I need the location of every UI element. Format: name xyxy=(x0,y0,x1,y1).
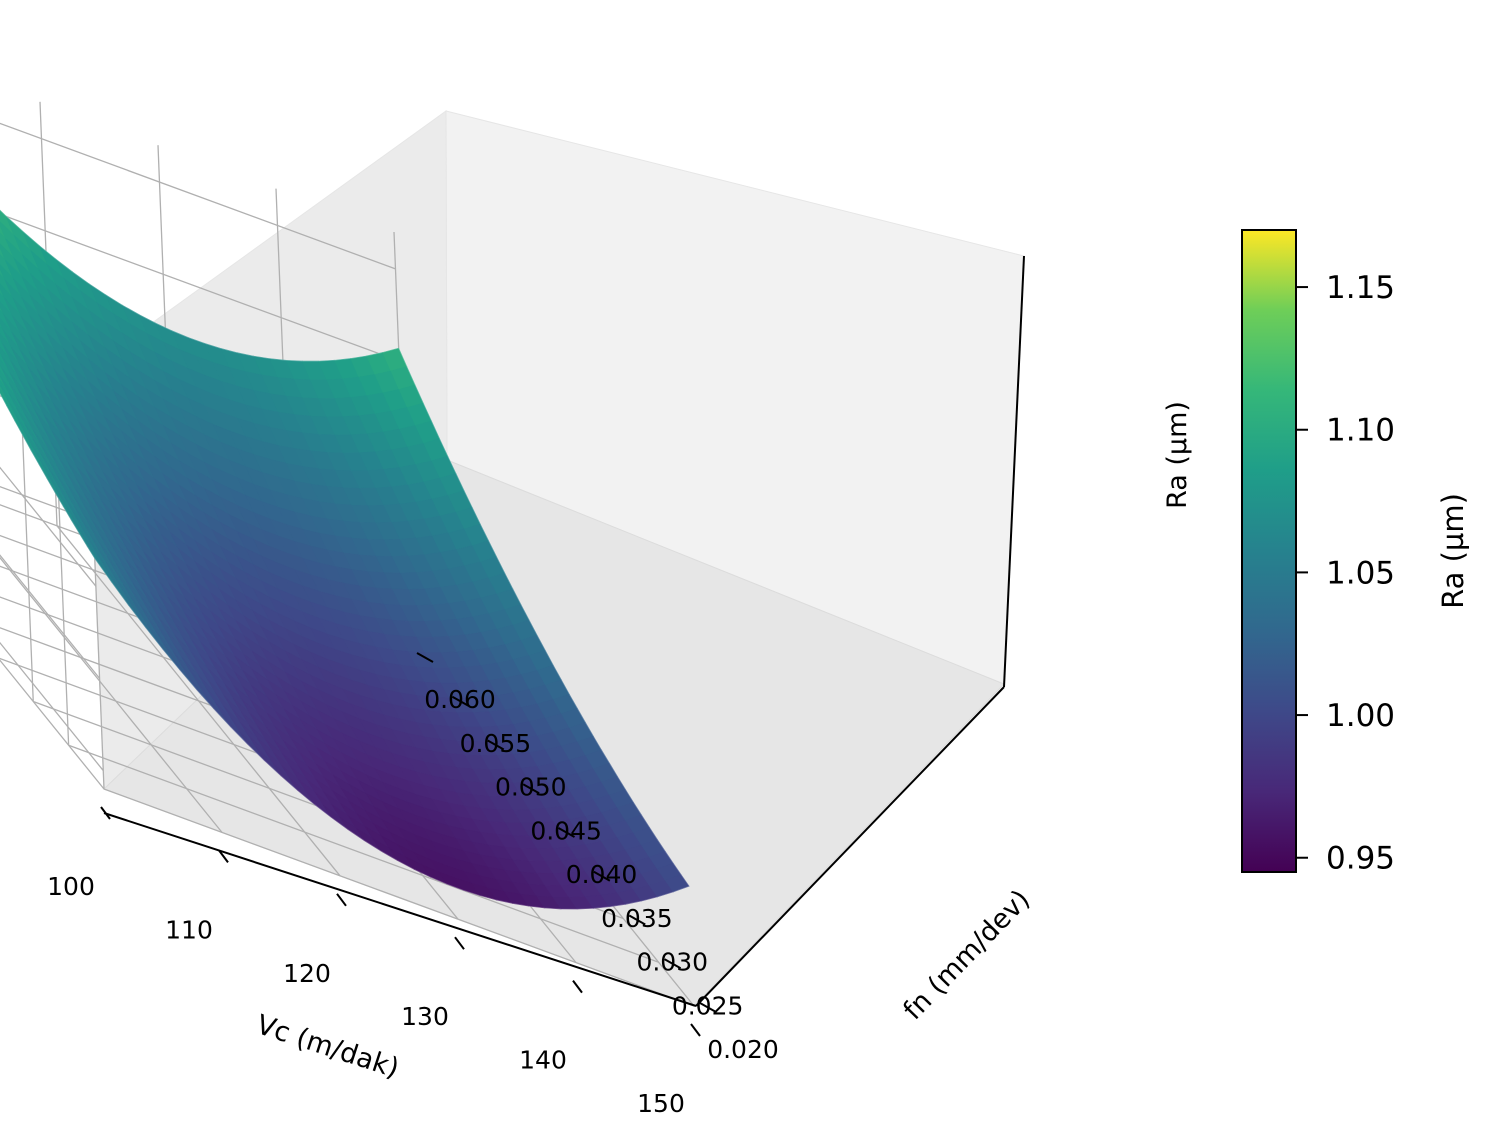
y-axis-label: fn (mm/dev) xyxy=(897,884,1036,1026)
y-tick-label: 0.040 xyxy=(566,860,638,889)
y-tick-label: 0.060 xyxy=(424,685,496,714)
x-tick-label: 150 xyxy=(637,1089,685,1118)
colorbar-tick-label: 1.15 xyxy=(1326,270,1395,306)
y-tick-label: 0.035 xyxy=(601,904,673,933)
x-tick-label: 120 xyxy=(283,959,331,988)
x-tick-label: 140 xyxy=(519,1046,567,1075)
colorbar-tick-label: 1.10 xyxy=(1326,413,1395,449)
x-tick-label: 100 xyxy=(47,872,95,901)
colorbar xyxy=(1242,230,1296,872)
x-tick-label: 130 xyxy=(401,1002,449,1031)
x-tick xyxy=(455,937,464,949)
x-tick-label: 110 xyxy=(165,915,213,944)
colorbar-tick-label: 1.00 xyxy=(1326,698,1395,734)
y-tick-label: 0.025 xyxy=(672,991,744,1020)
y-tick-label: 0.045 xyxy=(530,816,602,845)
x-tick xyxy=(337,894,346,906)
y-tick-label: 0.020 xyxy=(707,1035,779,1064)
z-axis-label: Ra (µm) xyxy=(1162,401,1193,509)
y-tick-label: 0.030 xyxy=(636,948,708,977)
colorbar-ticks: 0.95 1.00 1.05 1.10 1.15 xyxy=(1296,270,1395,877)
y-tick-label: 0.055 xyxy=(460,729,532,758)
colorbar-tick-label: 1.05 xyxy=(1326,555,1395,591)
y-tick-label: 0.050 xyxy=(495,773,567,802)
colorbar-tick-label: 0.95 xyxy=(1326,841,1395,877)
x-axis-label: Vc (m/dak) xyxy=(253,1009,403,1084)
x-tick xyxy=(573,981,582,993)
x-tick xyxy=(691,1024,700,1036)
colorbar-label: Ra (µm) xyxy=(1436,493,1470,609)
x-tick xyxy=(101,807,110,819)
